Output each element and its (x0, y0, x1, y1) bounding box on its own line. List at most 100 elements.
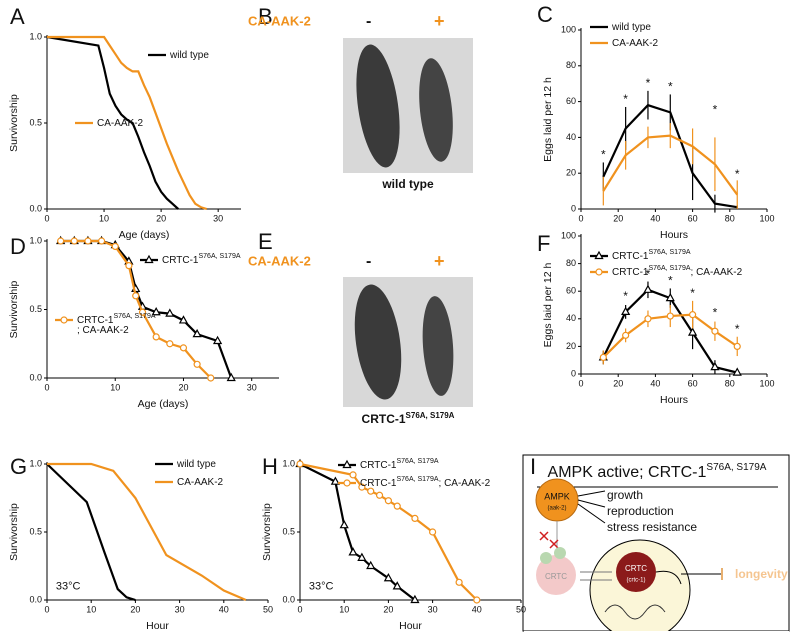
legend-marker (342, 459, 352, 469)
marker (193, 360, 201, 368)
x-tick-label: 30 (428, 604, 438, 614)
marker (348, 547, 358, 556)
chart: G 0 10 20 30 40 50 0.0 0.5 1.0 Hour Survivorship wil… (8, 454, 273, 632)
marker (358, 483, 366, 491)
marker (192, 328, 202, 338)
chart: D 0 10 20 30 0.0 0.5 1.0 Age (days) Survivorship C… (8, 234, 279, 410)
y-tick-label: 0 (571, 203, 576, 213)
x-tick-label: 50 (263, 604, 273, 614)
x-tick-label: 0 (297, 604, 302, 614)
marker (411, 514, 419, 523)
marker (125, 262, 133, 270)
crtc-cyto-label: CRTC (545, 572, 567, 581)
y-tick-label: 80 (566, 258, 576, 268)
treatment-label: CA-AAK-2 (248, 253, 311, 268)
annotation: * (713, 305, 718, 319)
x-axis-label: Age (days) (119, 229, 170, 241)
marker (711, 327, 719, 335)
panel-letter: E (258, 229, 273, 254)
legend-label: CRTC-1S76A, S179A; CA-AAK-2 (360, 476, 491, 489)
y-tick-label: 1.0 (29, 458, 42, 468)
marker (165, 308, 175, 317)
legend-label: CA-AAK-2 (97, 118, 144, 129)
phosphate (554, 547, 566, 559)
legend-name: CRTC-1 (360, 478, 397, 489)
x-tick-label: 30 (247, 382, 257, 392)
marker (644, 315, 652, 323)
marker (132, 292, 140, 300)
marker (296, 460, 304, 468)
x-axis-label: Age (days) (138, 398, 189, 410)
y-tick-label: 20 (566, 168, 576, 178)
legend-label: CRTC-1S76A, S179A; CA-AAK-2 (612, 265, 743, 278)
marker (207, 374, 215, 382)
embryo (354, 284, 402, 400)
legend-tail: ; CA-AAK-2 (439, 478, 491, 489)
annotation: 33°C (309, 580, 334, 592)
legend-marker (343, 479, 351, 487)
y-tick-label: 0.5 (29, 526, 42, 536)
marker (84, 237, 92, 245)
legend-label: CRTC-1S76A, S179A (612, 249, 691, 262)
x-tick-label: 20 (178, 382, 188, 392)
legend-marker (595, 268, 603, 276)
title-sup: S76A, S179A (706, 462, 766, 473)
caption-sup: S76A, S179A (406, 411, 455, 420)
annotation: * (735, 167, 740, 181)
legend-marker (60, 316, 68, 324)
marker (621, 306, 631, 315)
legend-name: wild type (611, 22, 651, 33)
legend-tail: ; CA-AAK-2 (691, 267, 743, 278)
annotation: * (690, 286, 695, 300)
marker (429, 528, 437, 536)
x-tick-label: 20 (613, 213, 623, 223)
y-tick-label: 1.0 (29, 235, 42, 245)
marker (410, 594, 420, 604)
caption: CRTC-1S76A, S179A (362, 411, 455, 426)
y-tick-label: 0.5 (29, 117, 42, 127)
caption-text: CRTC-1 (362, 412, 406, 426)
plus-label: + (434, 11, 445, 31)
marker (151, 307, 161, 316)
panel-letter: A (10, 4, 25, 29)
marker (166, 340, 174, 348)
y-tick-label: 1.0 (282, 458, 295, 468)
output-label: stress resistance (607, 520, 697, 534)
treatment-label: CA-AAK-2 (248, 13, 311, 28)
crtc-nuc (616, 552, 656, 592)
marker (733, 342, 741, 350)
y-tick-label: 100 (561, 24, 576, 34)
x-tick-label: 40 (650, 213, 660, 223)
x-tick-label: 20 (156, 213, 166, 223)
legend-name: CA-AAK-2 (97, 118, 144, 129)
title-text: AMPK active; CRTC-1 (548, 464, 707, 481)
legend-label: CRTC-1S76A, S179A (360, 458, 439, 471)
marker (97, 237, 106, 245)
marker (687, 327, 698, 336)
x-tick-label: 0 (44, 382, 49, 392)
legend-name: CRTC-1 (360, 460, 397, 471)
y-axis-label: Eggs laid per 12 h (542, 263, 554, 348)
marker (473, 596, 481, 604)
marker (349, 471, 357, 479)
y-tick-label: 40 (566, 313, 576, 323)
x-axis-label: Hours (660, 229, 688, 241)
output-label: reproduction (607, 504, 674, 518)
series-line (47, 462, 247, 602)
x-tick-label: 50 (516, 604, 526, 614)
panel-letter: B (258, 4, 273, 29)
marker (375, 491, 384, 499)
legend-label: CA-AAK-2 (177, 477, 224, 488)
legend-sup: S76A, S179A (198, 253, 240, 260)
marker (330, 476, 340, 485)
legend-name: wild type (169, 50, 209, 61)
caption: wild type (381, 177, 434, 191)
chart: H 0 10 20 30 40 50 0.0 0.5 1.0 Hour Survivorship CRT… (261, 454, 526, 632)
y-tick-label: 1.0 (29, 31, 42, 41)
diagram-title: AMPK active; CRTC-1S76A, S179A (548, 462, 767, 482)
legend-tail: ; CA-AAK-2 (77, 325, 129, 336)
minus-label: - (366, 13, 371, 30)
marker (393, 502, 401, 510)
x-tick-label: 100 (759, 378, 774, 388)
marker (57, 237, 65, 245)
